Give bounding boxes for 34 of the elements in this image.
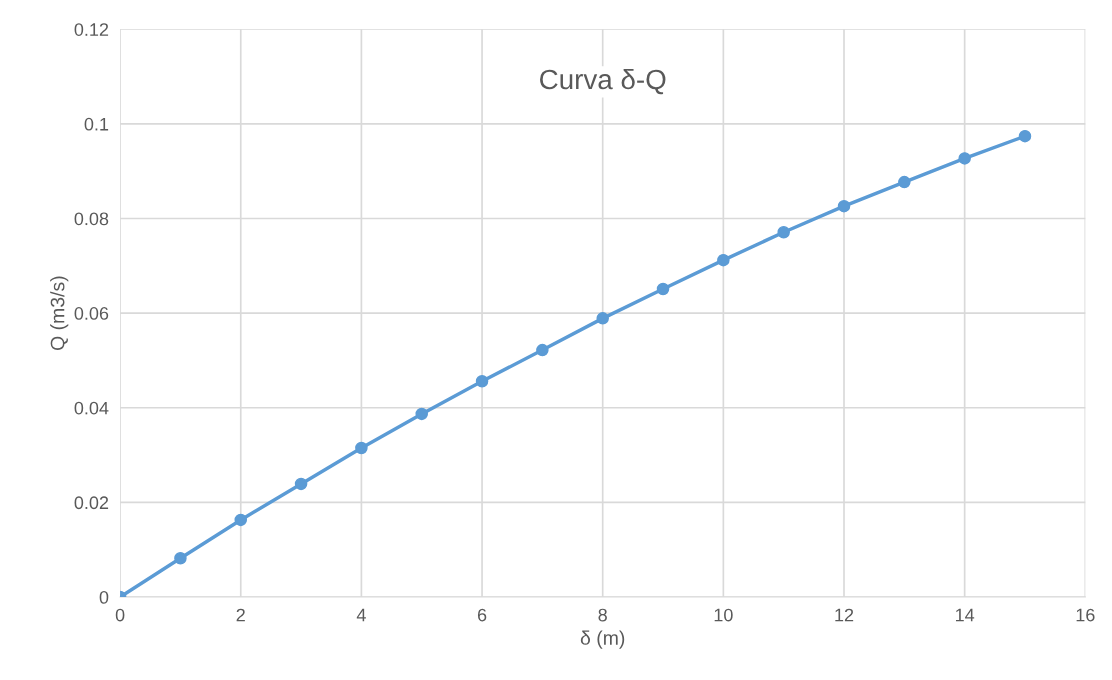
point — [1018, 129, 1032, 143]
point — [596, 312, 609, 325]
x-tick-label: 2 — [236, 608, 245, 622]
point — [234, 513, 247, 527]
x-tick-label: 12 — [835, 608, 854, 622]
point — [777, 225, 790, 239]
point — [174, 551, 187, 565]
x-tick-label: 14 — [956, 608, 975, 622]
y-tick-label: 0 — [99, 590, 109, 604]
x-tick-label: 0 — [115, 608, 125, 622]
y-axis-title: Q (m3/s) — [50, 276, 69, 351]
point — [294, 477, 308, 491]
x-axis-title: δ (m) — [580, 630, 625, 649]
point — [837, 199, 851, 213]
x-tick-label: 8 — [598, 608, 607, 622]
point — [475, 375, 489, 388]
text: Curva δ-Q — [540, 68, 666, 95]
y-tick-label: 0.12 — [74, 23, 109, 36]
y-tick-label: 0.1 — [84, 117, 109, 131]
x-tick-label: 10 — [714, 608, 733, 622]
y-tick-label: 0.04 — [74, 401, 109, 415]
point — [717, 253, 730, 267]
x-tick-label: 16 — [1076, 608, 1095, 622]
point — [958, 152, 971, 165]
point — [536, 343, 549, 357]
point — [415, 407, 428, 421]
point — [355, 441, 368, 455]
y-tick-label: 0.08 — [74, 212, 109, 226]
x-tick-label: 6 — [477, 608, 487, 622]
point — [656, 282, 670, 296]
point — [898, 175, 911, 189]
y-tick-label: 0.06 — [74, 307, 109, 320]
x-tick-label: 4 — [356, 608, 366, 622]
y-tick-label: 0.02 — [74, 496, 109, 510]
